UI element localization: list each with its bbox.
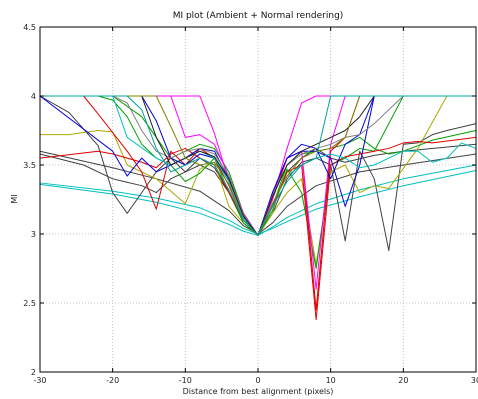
series-line-19: [40, 95, 476, 236]
y-tick-label: 3: [31, 230, 36, 239]
x-tick-label: -30: [33, 376, 46, 385]
x-tick-label: 20: [398, 376, 408, 385]
x-tick-label: 0: [255, 376, 260, 385]
x-tick-label: 30: [471, 376, 478, 385]
axis-ticks: -30 -20 -10 0 10 20 30 2 2.5 3 3.5 4 4.5: [23, 23, 478, 385]
series-line-6: [40, 95, 476, 265]
chart-title: MI plot (Ambient + Normal rendering): [173, 11, 344, 21]
y-axis-label: MI: [10, 194, 19, 203]
y-tick-label: 4.5: [23, 23, 36, 32]
y-tick-label: 2.5: [23, 299, 36, 308]
series-line-7: [40, 95, 476, 269]
x-tick-label: 10: [326, 376, 336, 385]
series-line-16: [40, 95, 476, 236]
y-tick-label: 3.5: [23, 161, 36, 170]
series-lines: [39, 95, 477, 321]
x-axis-label: Distance from best alignment (pixels): [183, 387, 334, 396]
x-tick-label: -20: [106, 376, 119, 385]
y-tick-label: 2: [31, 368, 36, 377]
x-tick-label: -10: [179, 376, 192, 385]
y-tick-label: 4: [31, 92, 36, 101]
